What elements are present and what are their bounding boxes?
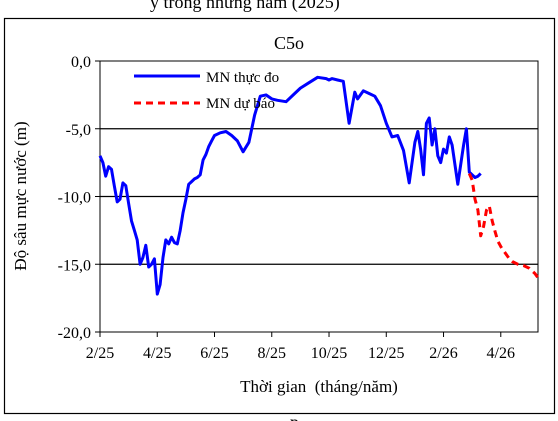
series-layer	[98, 75, 540, 296]
x-tick-label-4: 10/25	[311, 345, 347, 362]
caption-fragment-bottom: p	[290, 412, 299, 421]
y-axis-title: Độ sâu mực nước (m)	[11, 121, 30, 270]
x-axis-title: Thời gian (tháng/năm)	[240, 377, 398, 396]
y-tick-label-1: -5,0	[66, 122, 91, 139]
series-line-0	[98, 75, 482, 296]
y-tick-label-3: -15,0	[58, 257, 91, 274]
caption-fragment-top: y trong những năm (2025)	[150, 0, 340, 13]
x-tick-label-7: 4/26	[487, 345, 515, 362]
x-tick-label-0: 2/25	[86, 345, 114, 362]
chart-frame	[3, 17, 556, 415]
x-tick-label-3: 8/25	[258, 345, 286, 362]
legend-label-forecast: MN dự báo	[206, 96, 275, 112]
legend: MN thực đo MN dự báo	[134, 70, 279, 112]
chart-title: C5o	[274, 33, 304, 53]
x-tick-label-6: 2/26	[429, 345, 457, 362]
x-tick-label-5: 12/25	[368, 345, 404, 362]
legend-label-measured: MN thực đo	[206, 70, 279, 86]
y-tick-label-4: -20,0	[58, 325, 91, 342]
y-tick-label-0: 0,0	[71, 54, 91, 71]
x-tick-label-2: 6/25	[200, 345, 228, 362]
x-tick-label-1: 4/25	[143, 345, 171, 362]
y-tick-label-2: -10,0	[58, 190, 91, 207]
tick-layer: 0,0 -5,0 -10,0 -15,0 -20,0 2/25 4/25 6/25 8/25 10…	[58, 54, 515, 362]
